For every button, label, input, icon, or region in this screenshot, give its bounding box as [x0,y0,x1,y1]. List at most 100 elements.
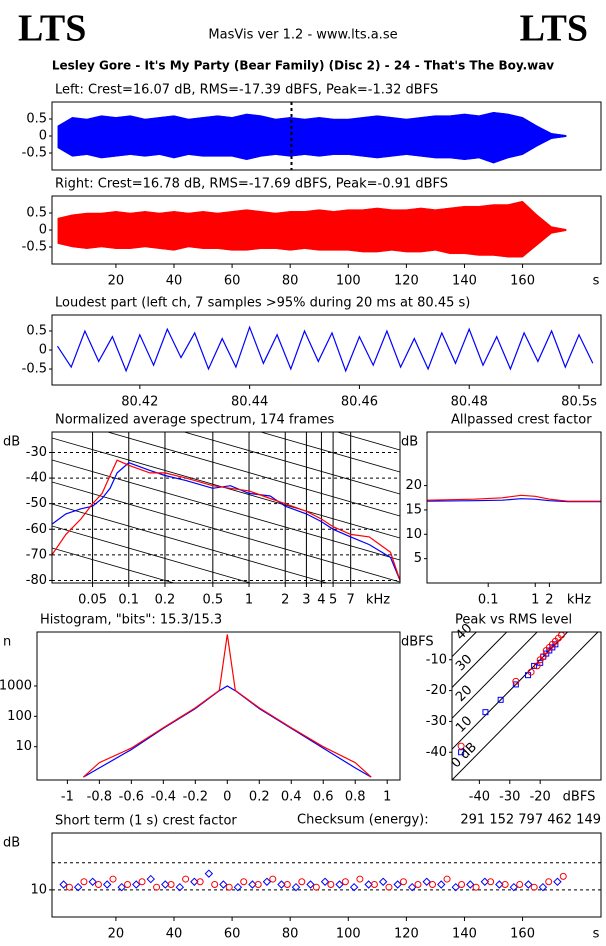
point [539,653,547,661]
x-tick-label: 0.2 [155,593,176,608]
point [546,647,553,654]
point [422,877,431,886]
x-unit: kHz [567,593,591,608]
point [509,882,519,892]
x-tick-label: -1 [61,790,74,805]
point [458,749,465,756]
plot-area [52,862,601,892]
y-unit: dBFS [401,635,434,650]
point [480,877,490,886]
x-tick-label: -30 [499,790,520,805]
slope-line [259,432,400,473]
x-tick-label: 80.48 [451,395,488,410]
point [182,875,190,883]
series-line [52,462,400,581]
y-tick-label: -80 [26,573,47,588]
y-unit: dB [3,435,20,450]
x-unit: dBFS [563,790,596,805]
y-tick-label: -10 [426,652,447,667]
point [161,880,170,889]
waveform-lower [57,229,567,258]
point [512,681,519,688]
point [320,877,330,886]
crest-line-label: 0 dB [448,740,480,772]
point [269,875,277,883]
point [552,641,559,648]
series-line [427,494,601,502]
x-tick-label: 40 [166,274,183,289]
panel-title: Normalized average spectrum, 174 frames [55,413,334,428]
point [254,880,262,888]
x-tick-label: 80 [282,927,299,942]
x-tick-label: 80.46 [341,395,378,410]
y-tick-label: 0.5 [26,323,47,338]
point [153,883,161,891]
x-tick-label: 0.4 [281,790,302,805]
x-unit: kHz [366,593,390,608]
x-tick-label: 0.5 [202,593,223,608]
x-tick-label: -0.6 [119,790,144,805]
point [219,880,228,889]
point [233,882,243,892]
point [298,878,306,886]
version: MasVis ver 1.2 - www.lts.a.se [208,28,397,43]
point [306,880,315,889]
panel-title: Peak vs RMS level [455,613,572,628]
x-tick-label: 160 [510,927,535,942]
x-tick-label: 7 [347,593,355,608]
point [327,880,335,888]
point [443,875,451,883]
y-tick-label: -20 [426,683,447,698]
point [545,878,553,886]
series-line [82,634,372,778]
plot-area [57,102,567,170]
point [501,880,509,888]
point [495,880,504,889]
slope-line [52,525,252,583]
point [497,696,504,703]
crest-line [452,632,478,658]
point [533,662,541,670]
slope-line [106,432,400,517]
y-tick-label: -60 [26,522,47,537]
slope-line [52,547,176,583]
point [472,883,480,891]
slope-line [182,432,400,495]
point [312,883,320,891]
y-tick-label: 100 [7,709,32,724]
slope-line [52,306,400,406]
x-tick-label: 0.6 [313,790,334,805]
x-tick-label: -0.4 [151,790,176,805]
checksum-label: Checksum (energy): [297,813,429,828]
x-unit: s [593,927,600,942]
x-tick-label: 0 [223,790,231,805]
x-tick-label: -40 [469,790,490,805]
point [240,878,248,886]
x-tick-label: 4 [317,593,325,608]
y-tick-label: 1000 [0,678,32,693]
plot-frame [36,631,401,781]
panel-title: Allpassed crest factor [451,413,592,428]
point [341,878,349,886]
point [482,709,489,716]
y-tick-label: 0.5 [26,206,47,221]
crest-line-label: 10 [453,714,475,736]
crest-line [452,632,599,780]
point [385,883,393,891]
point [516,880,524,888]
plot-frame [451,631,602,781]
crest-line-label: 30 [453,652,475,674]
x-tick-label: 60 [224,274,241,289]
point [370,880,378,888]
x-tick-label: 140 [452,927,477,942]
point [364,880,373,889]
point [549,644,556,651]
plot-frame [51,314,602,386]
point [457,742,465,750]
series-line [56,325,594,373]
y-tick-label: 0 [39,223,47,238]
y-tick-label: -30 [26,445,47,460]
y-tick-label: -0.5 [22,240,47,255]
y-tick-label: -0.5 [22,146,47,161]
x-tick-label: 80.5s [561,395,597,410]
